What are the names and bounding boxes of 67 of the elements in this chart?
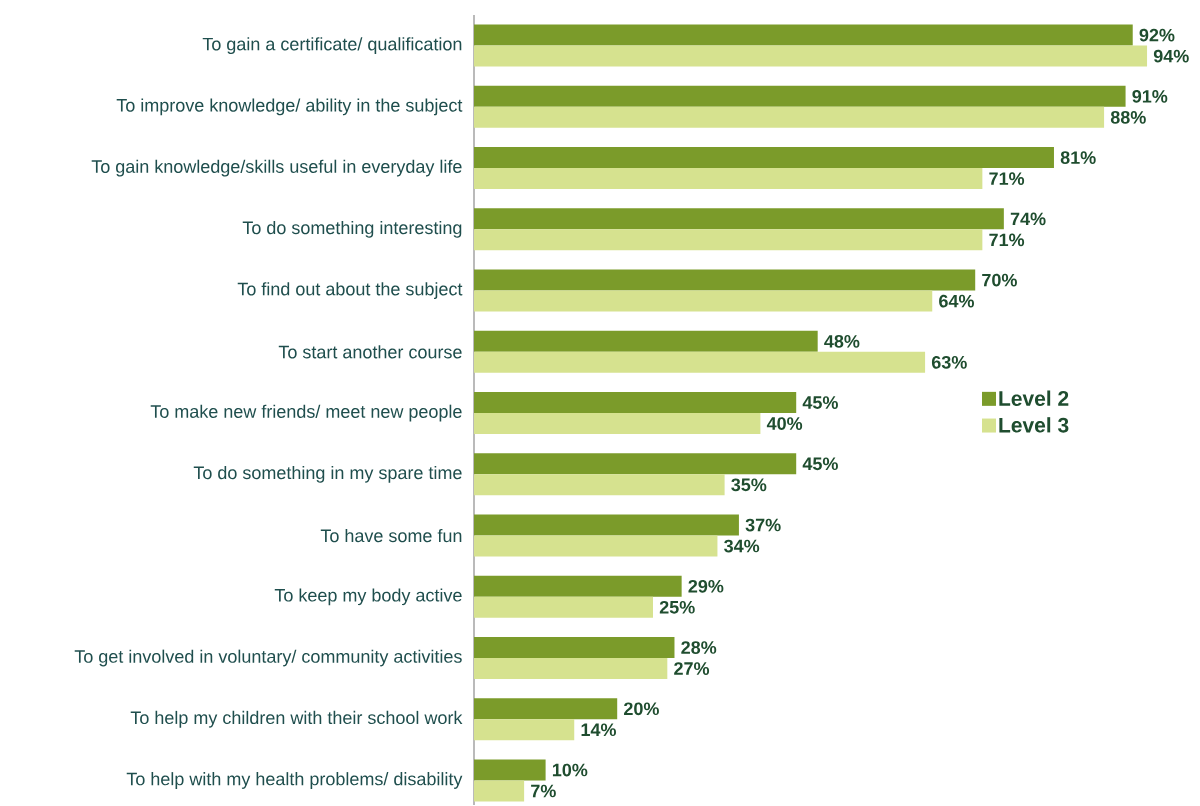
bar	[474, 698, 618, 720]
bar	[474, 453, 797, 475]
bar	[474, 413, 761, 435]
y-tick-label: To have some fun	[320, 529, 462, 543]
y-tick-label: To do something in my spare time	[193, 466, 462, 483]
data-label: 10%	[552, 763, 588, 777]
bar	[474, 658, 668, 680]
data-label: 91%	[1132, 90, 1168, 103]
bar	[474, 168, 983, 190]
data-label: 25%	[659, 601, 695, 614]
bar	[474, 107, 1105, 129]
bar	[474, 45, 1148, 67]
bar	[474, 514, 739, 536]
data-label: 71%	[989, 233, 1025, 247]
legend-label: Level 3	[999, 417, 1069, 433]
bar	[474, 575, 682, 597]
bar	[474, 86, 1126, 108]
y-tick-label: To get involved in voluntary/ community activities	[74, 649, 462, 667]
data-label: 94%	[1153, 49, 1189, 63]
y-tick-label: To start another course	[278, 345, 462, 359]
y-tick-label: To improve knowledge/ ability in the subject	[116, 98, 463, 116]
data-label: 74%	[1010, 212, 1046, 226]
bar	[474, 269, 976, 291]
bar	[474, 759, 546, 781]
bar	[474, 719, 575, 741]
y-tick-label: To gain knowledge/skills useful in everyday life	[91, 159, 462, 177]
data-label: 45%	[802, 396, 838, 410]
data-label: 28%	[681, 641, 717, 655]
bar	[474, 637, 675, 659]
bar	[474, 474, 725, 496]
bar	[474, 392, 797, 414]
bar	[474, 596, 653, 618]
data-label: 40%	[766, 417, 803, 431]
data-label: 63%	[931, 356, 967, 369]
bar	[474, 229, 983, 251]
y-tick-label: To find out about the subject	[237, 282, 463, 300]
data-label: 37%	[745, 518, 781, 532]
data-label: 27%	[674, 662, 710, 676]
data-label: 29%	[688, 580, 724, 593]
bar	[474, 352, 926, 374]
data-label: 92%	[1139, 28, 1175, 42]
data-label: 14%	[581, 723, 616, 737]
bar	[474, 535, 718, 557]
y-tick-label: To make new friends/ meet new people	[150, 404, 462, 422]
data-label: 64%	[939, 294, 974, 308]
y-tick-label: To keep my body active	[274, 588, 462, 606]
bar	[474, 147, 1054, 169]
data-label: 45%	[802, 457, 838, 471]
y-tick-label: To help with my health problems/ disability	[126, 772, 463, 790]
y-tick-label: To help my children with their school work	[130, 711, 463, 728]
data-label: 7%	[531, 784, 556, 798]
data-label: 34%	[724, 539, 760, 553]
data-label: 35%	[731, 478, 767, 492]
bar	[474, 780, 525, 802]
data-label: 20%	[624, 702, 659, 716]
data-label: 48%	[824, 335, 860, 348]
bar	[474, 331, 818, 353]
data-label: 88%	[1110, 111, 1146, 124]
legend-label: Level 2	[999, 390, 1069, 407]
data-label: 71%	[989, 172, 1025, 186]
data-label: 81%	[1060, 151, 1096, 165]
y-tick-label: To gain a certificate/ qualification	[202, 37, 462, 55]
bar	[474, 208, 1004, 230]
bar	[474, 290, 933, 312]
y-tick-label: To do something interesting	[242, 221, 462, 238]
bar	[474, 24, 1133, 46]
data-label: 70%	[982, 273, 1017, 287]
